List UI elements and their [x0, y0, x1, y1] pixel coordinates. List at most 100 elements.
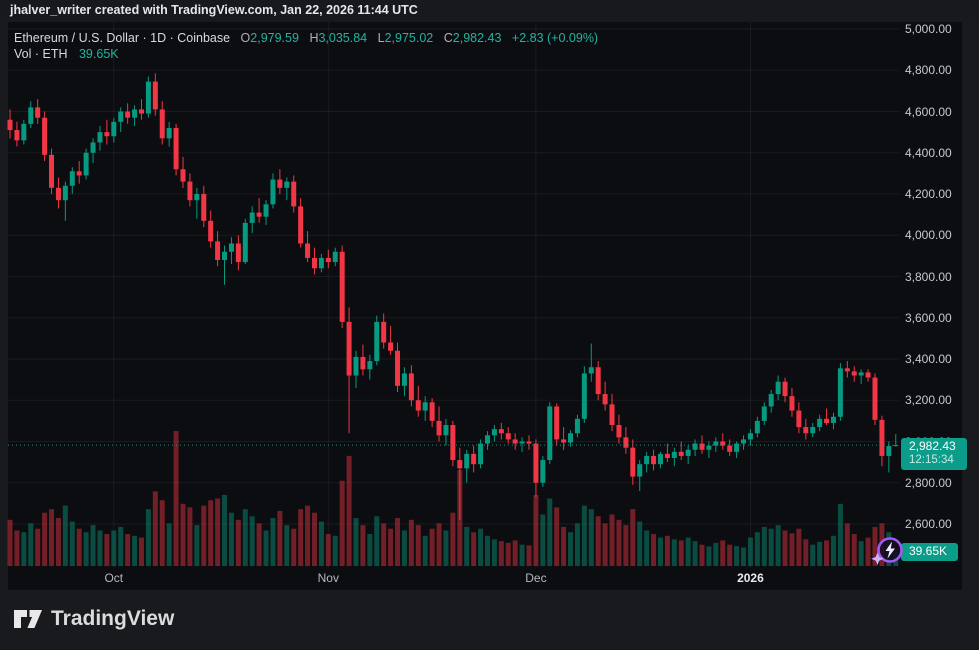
candle-body[interactable] [305, 243, 311, 258]
candle-body[interactable] [145, 81, 151, 114]
candle-body[interactable] [7, 119, 13, 131]
candle-body[interactable] [69, 171, 75, 186]
candle-body[interactable] [21, 123, 27, 141]
candle-body[interactable] [830, 416, 836, 423]
candle-body[interactable] [125, 111, 131, 118]
candle-body[interactable] [498, 429, 504, 434]
candle-body[interactable] [844, 368, 850, 372]
candle-body[interactable] [42, 117, 48, 155]
candle-body[interactable] [49, 154, 55, 188]
candle-body[interactable] [263, 204, 269, 217]
candle-body[interactable] [699, 443, 705, 450]
candle-body[interactable] [651, 455, 657, 465]
candle-body[interactable] [111, 121, 117, 137]
candle-body[interactable] [464, 453, 470, 469]
candle-body[interactable] [741, 439, 747, 444]
candle-body[interactable] [761, 406, 767, 421]
candle-body[interactable] [519, 441, 525, 444]
candle-body[interactable] [851, 371, 857, 376]
candle-body[interactable] [817, 418, 823, 428]
candle-body[interactable] [824, 418, 830, 423]
candle-body[interactable] [215, 241, 221, 260]
candle-body[interactable] [166, 128, 172, 139]
candle-body[interactable] [692, 443, 698, 450]
candle-body[interactable] [568, 433, 574, 443]
candle-body[interactable] [97, 132, 103, 143]
candle-body[interactable] [270, 179, 276, 205]
candle-body[interactable] [76, 171, 82, 176]
candle-body[interactable] [727, 445, 733, 452]
candle-body[interactable] [879, 419, 885, 456]
candle-body[interactable] [491, 429, 497, 436]
candle-body[interactable] [381, 321, 387, 343]
candle-body[interactable] [644, 455, 650, 465]
candle-body[interactable] [83, 152, 89, 176]
candle-body[interactable] [415, 400, 421, 411]
candle-body[interactable] [685, 449, 691, 456]
candle-body[interactable] [360, 356, 366, 370]
candle-body[interactable] [789, 396, 795, 411]
candle-body[interactable] [471, 453, 477, 465]
candle-body[interactable] [713, 441, 719, 446]
candle-body[interactable] [886, 446, 892, 456]
candle-body[interactable] [588, 367, 594, 374]
candle-body[interactable] [747, 433, 753, 440]
candle-body[interactable] [298, 206, 304, 244]
candle-body[interactable] [457, 460, 463, 469]
candle-body[interactable] [277, 179, 283, 188]
candle-body[interactable] [623, 437, 629, 448]
candle-body[interactable] [858, 372, 864, 376]
candle-body[interactable] [152, 81, 158, 110]
candle-body[interactable] [249, 212, 255, 223]
candle-body[interactable] [803, 427, 809, 434]
candle-body[interactable] [484, 435, 490, 444]
candle-body[interactable] [228, 243, 234, 252]
candle-body[interactable] [436, 420, 442, 436]
candle-body[interactable] [201, 194, 207, 221]
candle-body[interactable] [104, 132, 110, 137]
candle-body[interactable] [242, 222, 248, 263]
candle-body[interactable] [540, 460, 546, 483]
candle-body[interactable] [138, 109, 144, 114]
candle-body[interactable] [554, 406, 560, 440]
candle-body[interactable] [395, 350, 401, 386]
candle-body[interactable] [187, 181, 193, 201]
candle-body[interactable] [561, 439, 567, 443]
candle-body[interactable] [671, 451, 677, 458]
candle-body[interactable] [893, 445, 899, 447]
candle-body[interactable] [450, 425, 456, 461]
candle-body[interactable] [35, 107, 41, 118]
candle-body[interactable] [512, 439, 518, 444]
candle-body[interactable] [284, 181, 290, 188]
candle-body[interactable] [208, 220, 214, 242]
candle-body[interactable] [609, 404, 615, 425]
candle-body[interactable] [872, 377, 878, 420]
candle-body[interactable] [796, 410, 802, 428]
candle-body[interactable] [657, 453, 663, 465]
candle-body[interactable] [768, 394, 774, 407]
candle-body[interactable] [90, 142, 96, 153]
candle-body[interactable] [14, 130, 20, 141]
candle-body[interactable] [173, 128, 179, 170]
candle-body[interactable] [318, 257, 324, 269]
candle-body[interactable] [118, 111, 124, 122]
candle-body[interactable] [637, 464, 643, 477]
candle-body[interactable] [194, 194, 200, 201]
candle-body[interactable] [159, 109, 165, 139]
candle-body[interactable] [339, 251, 345, 322]
candle-body[interactable] [664, 453, 670, 458]
candle-body[interactable] [720, 441, 726, 446]
candle-body[interactable] [526, 441, 532, 444]
candle-body[interactable] [533, 443, 539, 483]
candle-body[interactable] [62, 185, 68, 201]
candle-body[interactable] [256, 212, 262, 217]
candle-body[interactable] [422, 402, 428, 411]
candle-body[interactable] [630, 447, 636, 477]
candle-body[interactable] [55, 187, 61, 201]
candle-body[interactable] [602, 394, 608, 405]
candle-body[interactable] [443, 425, 449, 436]
candle-body[interactable] [837, 368, 843, 417]
candle-body[interactable] [782, 381, 788, 397]
candle-body[interactable] [547, 406, 553, 461]
